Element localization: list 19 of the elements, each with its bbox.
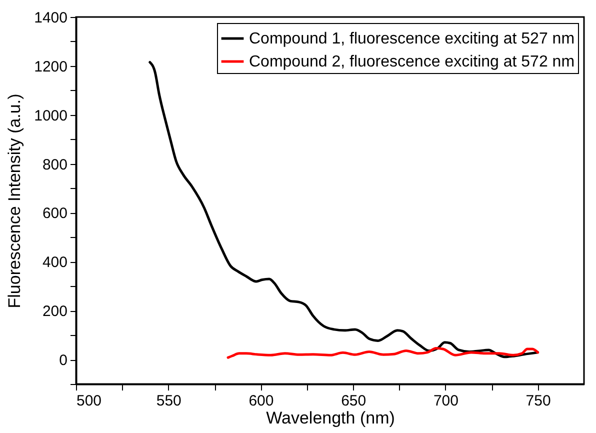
y-tick-label: 200 [42,303,68,320]
y-tick-label: 800 [42,156,68,174]
line-series [226,347,540,359]
x-axis-title: Wavelength (nm) [266,408,395,428]
y-tick-label: 1200 [34,58,68,76]
x-tick-label: 600 [248,392,274,410]
y-tick-label: 400 [42,254,68,272]
y-tick-label: 1000 [34,107,68,124]
x-tick-label: 550 [156,392,182,410]
x-tick-label: 700 [433,392,458,410]
legend-label: Compound 2, fluorescence exciting at 572 nm [249,54,575,70]
x-tick-label: 750 [526,392,551,410]
y-tick-label: 600 [42,205,68,222]
y-tick-label: 1400 [34,10,68,26]
y-axis-title: Fluorescence Intensity (a.u.) [5,94,24,308]
legend-label: Compound 1, fluorescence exciting at 527 nm [249,30,575,48]
x-tick-label: 650 [341,392,366,410]
y-tick-label: 0 [59,352,68,370]
x-tick-label: 500 [76,392,102,410]
